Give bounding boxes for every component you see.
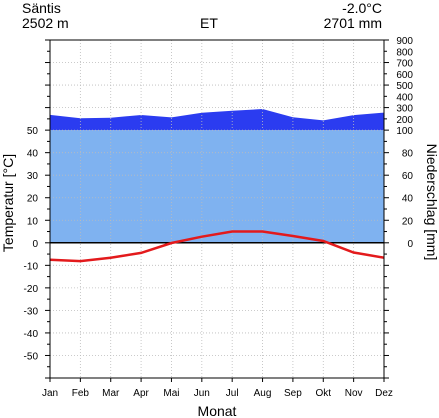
precip-tick-label: 300 [396, 104, 413, 115]
precip-tick-label: 60 [402, 171, 414, 182]
station-name: Säntis [22, 0, 61, 16]
precip-area-low [50, 130, 384, 243]
precip-tick-label: 100 [396, 126, 413, 137]
month-tick-label: Jun [194, 388, 210, 399]
month-tick-label: Feb [72, 388, 90, 399]
precip-tick-label: 80 [402, 149, 414, 160]
month-tick-label: Jul [226, 388, 239, 399]
month-tick-label: Mai [163, 388, 179, 399]
precip-tick-label: 200 [396, 115, 413, 126]
month-tick-label: Aug [254, 388, 272, 399]
precip-tick-label: 600 [396, 70, 413, 81]
precip-area-high [50, 109, 384, 131]
precip-tick-label: 0 [407, 239, 413, 250]
temp-tick-label: -50 [24, 351, 39, 362]
month-tick-label: Okt [315, 388, 331, 399]
precip-tick-label: 400 [396, 92, 413, 103]
month-tick-label: Apr [133, 388, 149, 399]
precip-tick-label: 700 [396, 59, 413, 70]
temp-tick-label: -20 [24, 284, 39, 295]
temp-tick-label: 20 [27, 194, 39, 205]
precip-tick-label: 900 [396, 36, 413, 47]
temp-tick-label: -30 [24, 306, 39, 317]
month-tick-label: Dez [375, 388, 393, 399]
temp-tick-label: 30 [27, 171, 39, 182]
temperature-line [49, 230, 385, 263]
precip-tick-label: 500 [396, 81, 413, 92]
month-tick-label: Mar [102, 388, 120, 399]
temp-tick-label: 40 [27, 149, 39, 160]
temp-tick-label: -40 [24, 329, 39, 340]
precip-tick-label: 40 [402, 194, 414, 205]
month-tick-label: Nov [345, 388, 363, 399]
precip-tick-label: 800 [396, 47, 413, 58]
temp-tick-label: 50 [27, 126, 39, 137]
temp-tick-label: -10 [24, 261, 39, 272]
precip-axis-title: Niederschlag [mm] [424, 144, 439, 261]
precip-tick-label: 20 [402, 216, 414, 227]
month-tick-label: Jan [42, 388, 58, 399]
temp-tick-label: 0 [32, 239, 38, 250]
climate-class: ET [200, 15, 218, 31]
mean-temperature: -2.0°C [342, 0, 382, 16]
annual-precipitation: 2701 mm [323, 15, 382, 31]
temp-tick-label: 10 [27, 216, 39, 227]
station-elevation: 2502 m [22, 15, 69, 31]
month-tick-label: Sep [284, 388, 302, 399]
temp-axis-title: Temperatur [°C] [0, 154, 16, 252]
x-axis-title: Monat [198, 403, 237, 418]
